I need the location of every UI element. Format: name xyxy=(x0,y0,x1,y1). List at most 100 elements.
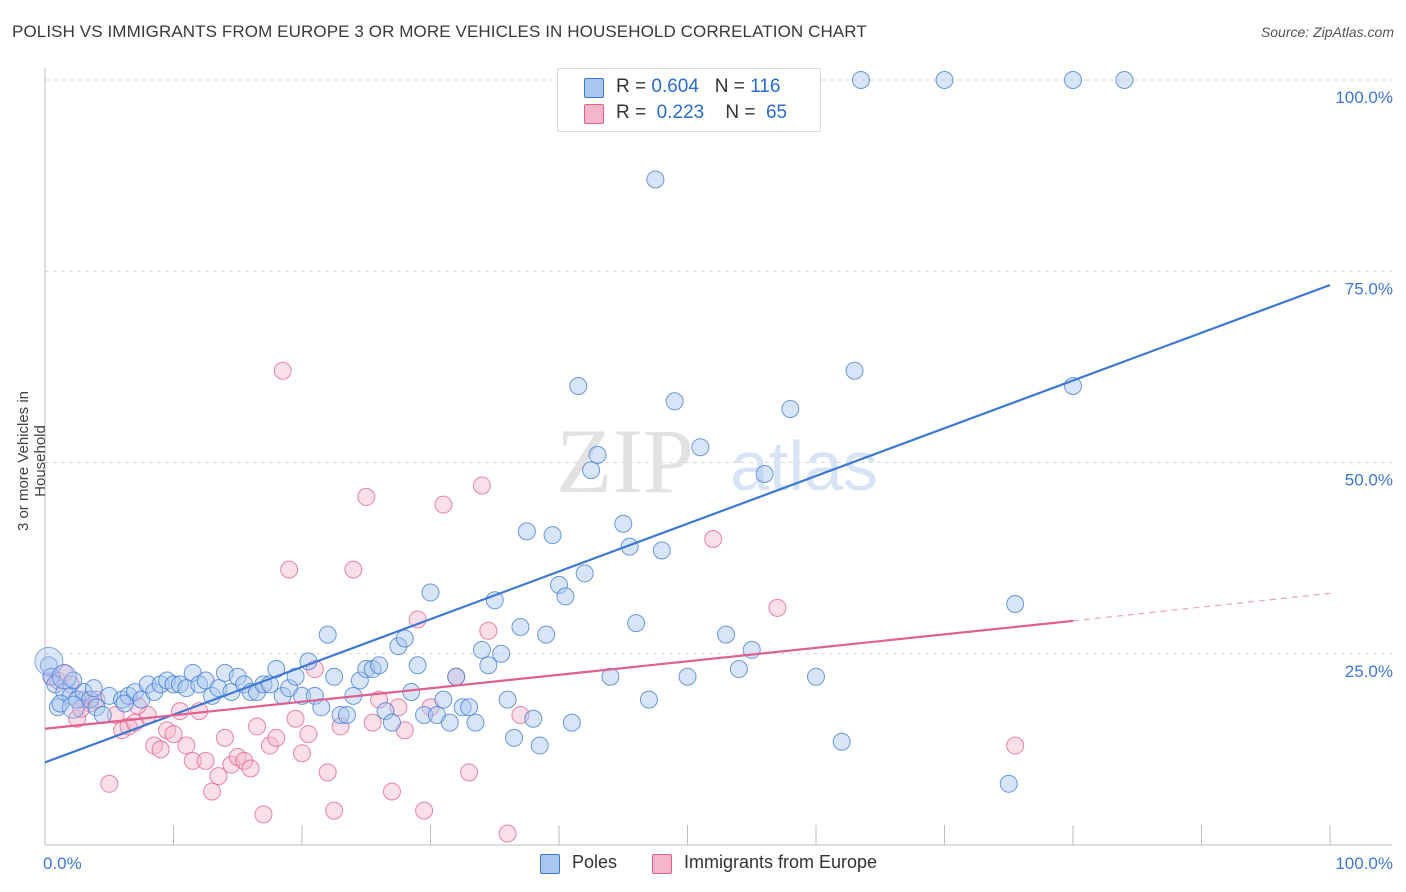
poles-point xyxy=(807,667,825,686)
immigrants-point xyxy=(209,767,228,786)
poles-point xyxy=(575,564,594,583)
legend-r-value-poles: 0.604 xyxy=(651,76,699,97)
poles-point xyxy=(395,629,414,648)
poles-point xyxy=(325,667,344,686)
immigrants-point xyxy=(235,751,254,770)
poles-point xyxy=(1064,71,1082,89)
y-tick-label: 75.0% xyxy=(1345,279,1393,298)
immigrants-point xyxy=(344,560,363,579)
poles-point xyxy=(665,392,684,411)
poles-point xyxy=(1006,595,1025,614)
poles-point xyxy=(781,399,800,418)
legend-n-label: N = xyxy=(725,102,761,123)
poles-point xyxy=(511,617,530,636)
poles-point xyxy=(537,625,556,644)
poles-point xyxy=(550,575,568,594)
poles-point xyxy=(1115,71,1134,89)
poles-point xyxy=(755,464,774,483)
immigrants-point xyxy=(479,621,498,640)
poles-point xyxy=(138,675,157,694)
y-axis-label: 3 or more Vehicles in Household xyxy=(15,390,49,532)
poles-point xyxy=(505,728,524,747)
poles-point xyxy=(39,656,58,675)
y-tick-label: 50.0% xyxy=(1345,471,1393,490)
legend-r-label: R = xyxy=(616,76,652,97)
immigrants-point xyxy=(177,736,196,755)
poles-point xyxy=(999,774,1018,793)
stats-legend: R = 0.604 N = 116 R = 0.223 N = 65 xyxy=(557,68,821,132)
watermark: ZIP atlas xyxy=(556,410,878,512)
immigrants-point xyxy=(151,740,170,759)
watermark-atlas: atlas xyxy=(730,427,878,505)
immigrants-point xyxy=(183,751,202,770)
poles-point xyxy=(370,656,389,675)
poles-point xyxy=(601,667,620,686)
immigrants-trend-line xyxy=(44,619,1074,730)
immigrants-point xyxy=(241,759,260,778)
poles-point xyxy=(293,686,311,705)
immigrants-point xyxy=(498,824,517,843)
poles-point xyxy=(492,644,511,663)
poles-point xyxy=(84,679,103,698)
bottom-legend-label-immigrants: Immigrants from Europe xyxy=(684,852,878,872)
poles-point xyxy=(524,709,543,728)
poles-point xyxy=(543,526,562,545)
axes xyxy=(44,68,1392,846)
chart-title: POLISH VS IMMIGRANTS FROM EUROPE 3 OR MO… xyxy=(12,22,867,41)
poles-point xyxy=(145,683,164,701)
series-poles-points xyxy=(34,71,1134,793)
poles-point xyxy=(93,705,112,724)
poles-point xyxy=(851,71,870,89)
poles-point xyxy=(832,732,851,751)
immigrants-point xyxy=(293,744,311,763)
immigrants-point xyxy=(215,728,234,747)
immigrants-point xyxy=(299,725,318,744)
poles-point xyxy=(87,698,106,717)
poles-point xyxy=(228,667,247,686)
immigrants-point xyxy=(286,709,305,728)
poles-point xyxy=(678,667,697,686)
poles-point xyxy=(517,522,536,541)
poles-point xyxy=(68,690,87,709)
poles-point xyxy=(460,698,479,717)
poles-point xyxy=(845,361,864,380)
poles-point xyxy=(582,461,601,480)
tick-labels: 25.0% 50.0% 75.0% 100.0% 0.0% 100.0% xyxy=(43,88,1393,873)
immigrants-point xyxy=(382,782,401,801)
poles-point xyxy=(479,656,498,675)
poles-point xyxy=(318,625,337,644)
poles-point xyxy=(64,671,83,690)
x-tick-label-min: 0.0% xyxy=(43,854,82,873)
poles-point xyxy=(389,637,408,656)
watermark-zip: ZIP xyxy=(556,410,694,512)
poles-point xyxy=(562,713,581,732)
poles-point xyxy=(376,702,395,721)
poles-point xyxy=(350,671,369,690)
poles-point xyxy=(472,640,491,659)
poles-point xyxy=(620,537,639,556)
legend-r-value-immigrants: 0.223 xyxy=(656,102,705,123)
immigrants-point xyxy=(408,610,427,629)
poles-point xyxy=(729,660,748,679)
poles-point xyxy=(498,690,517,709)
legend-n-value-poles: 116 xyxy=(750,76,781,97)
immigrants-point xyxy=(357,487,376,506)
x-tick-label-max: 100.0% xyxy=(1335,854,1393,873)
poles-point xyxy=(51,694,70,713)
bottom-legend-swatch-immigrants xyxy=(652,854,672,874)
poles-point xyxy=(434,690,453,709)
poles-point xyxy=(74,683,93,701)
poles-point xyxy=(51,664,77,690)
poles-point xyxy=(646,170,665,189)
immigrants-point xyxy=(196,751,215,770)
poles-point xyxy=(453,698,472,717)
immigrants-point xyxy=(100,774,119,793)
poles-point xyxy=(556,587,575,606)
immigrants-point xyxy=(415,801,434,820)
immigrants-point xyxy=(472,476,491,495)
poles-point xyxy=(614,514,633,533)
immigrants-point xyxy=(267,728,286,747)
poles-point xyxy=(530,736,549,755)
poles-point xyxy=(61,695,85,719)
legend-swatch-poles xyxy=(584,78,604,98)
